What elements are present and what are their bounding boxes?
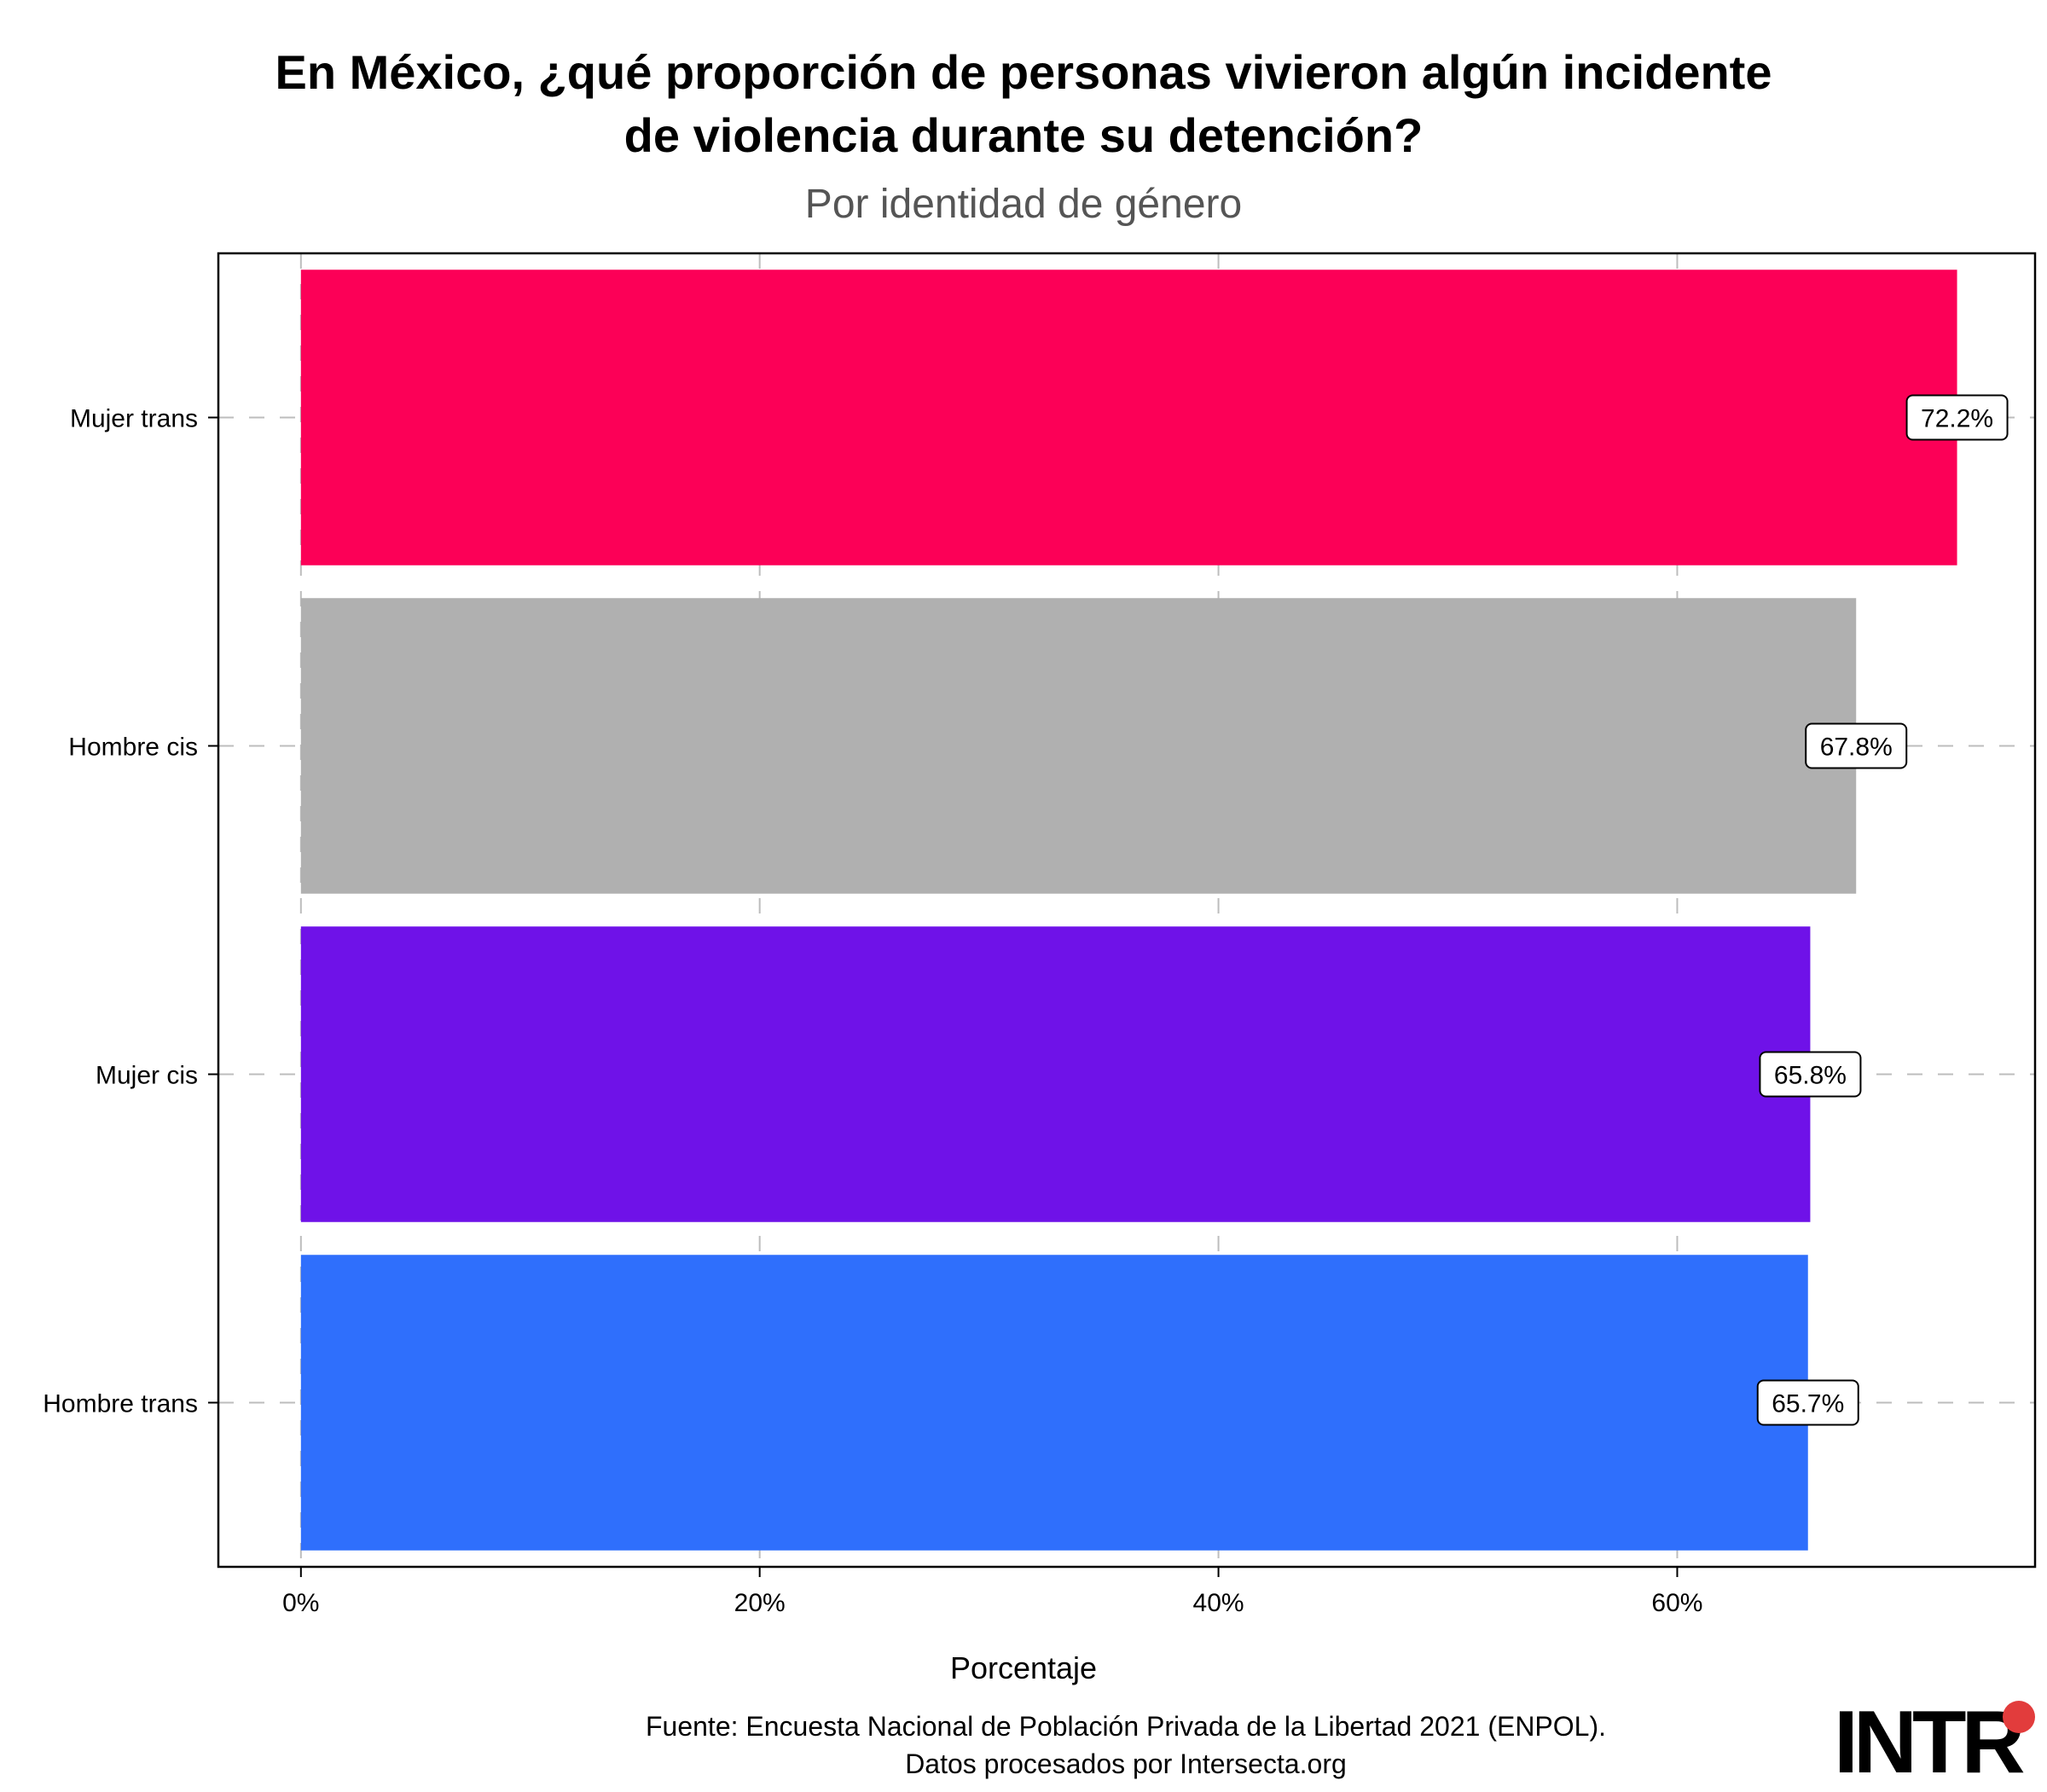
source-caption-line-1: Fuente: Encuesta Nacional de Población P… [645, 1711, 1606, 1742]
plot-panel [217, 252, 2037, 1569]
data-label-box [1759, 1051, 1862, 1098]
source-caption-line-2: Datos procesados por Intersecta.org [905, 1749, 1347, 1779]
x-axis-label: Porcentaje [949, 1650, 1098, 1685]
x-tick-label: 20% [734, 1589, 786, 1617]
bar [300, 1255, 1808, 1551]
x-tick-label: 40% [1193, 1589, 1244, 1617]
bar [300, 598, 1857, 894]
source-caption: Fuente: Encuesta Nacional de Población P… [0, 1708, 2047, 1783]
x-tick-label: 0% [282, 1589, 319, 1617]
y-tick-label: Hombre cis [68, 734, 198, 762]
data-label: 65.8% [1774, 1062, 1847, 1090]
chart-title-line-2: de violencia durante su detención? [623, 108, 1424, 162]
data-label: 72.2% [1921, 405, 1993, 433]
data-label: 67.8% [1820, 734, 1893, 762]
chart-title-line-1: En México, ¿qué proporción de personas v… [275, 45, 1772, 99]
data-label-box [1805, 722, 1908, 769]
y-tick-label: Mujer trans [70, 405, 198, 433]
data-label-box [1756, 1379, 1859, 1426]
bar [300, 926, 1811, 1222]
x-tick-label: 60% [1651, 1589, 1702, 1617]
data-label-box [1905, 394, 2009, 441]
intersecta-logo: INTR [1834, 1697, 2038, 1788]
logo-wordmark: INTR [1834, 1693, 2026, 1792]
chart-title: En México, ¿qué proporción de personas v… [0, 41, 2047, 167]
bar [300, 270, 1957, 565]
chart-subtitle: Por identidad de género [804, 182, 1243, 227]
data-label: 65.7% [1772, 1390, 1844, 1418]
y-tick-label: Hombre trans [43, 1390, 198, 1418]
y-tick-label: Mujer cis [96, 1062, 198, 1090]
logo-dot-icon [2003, 1701, 2035, 1733]
